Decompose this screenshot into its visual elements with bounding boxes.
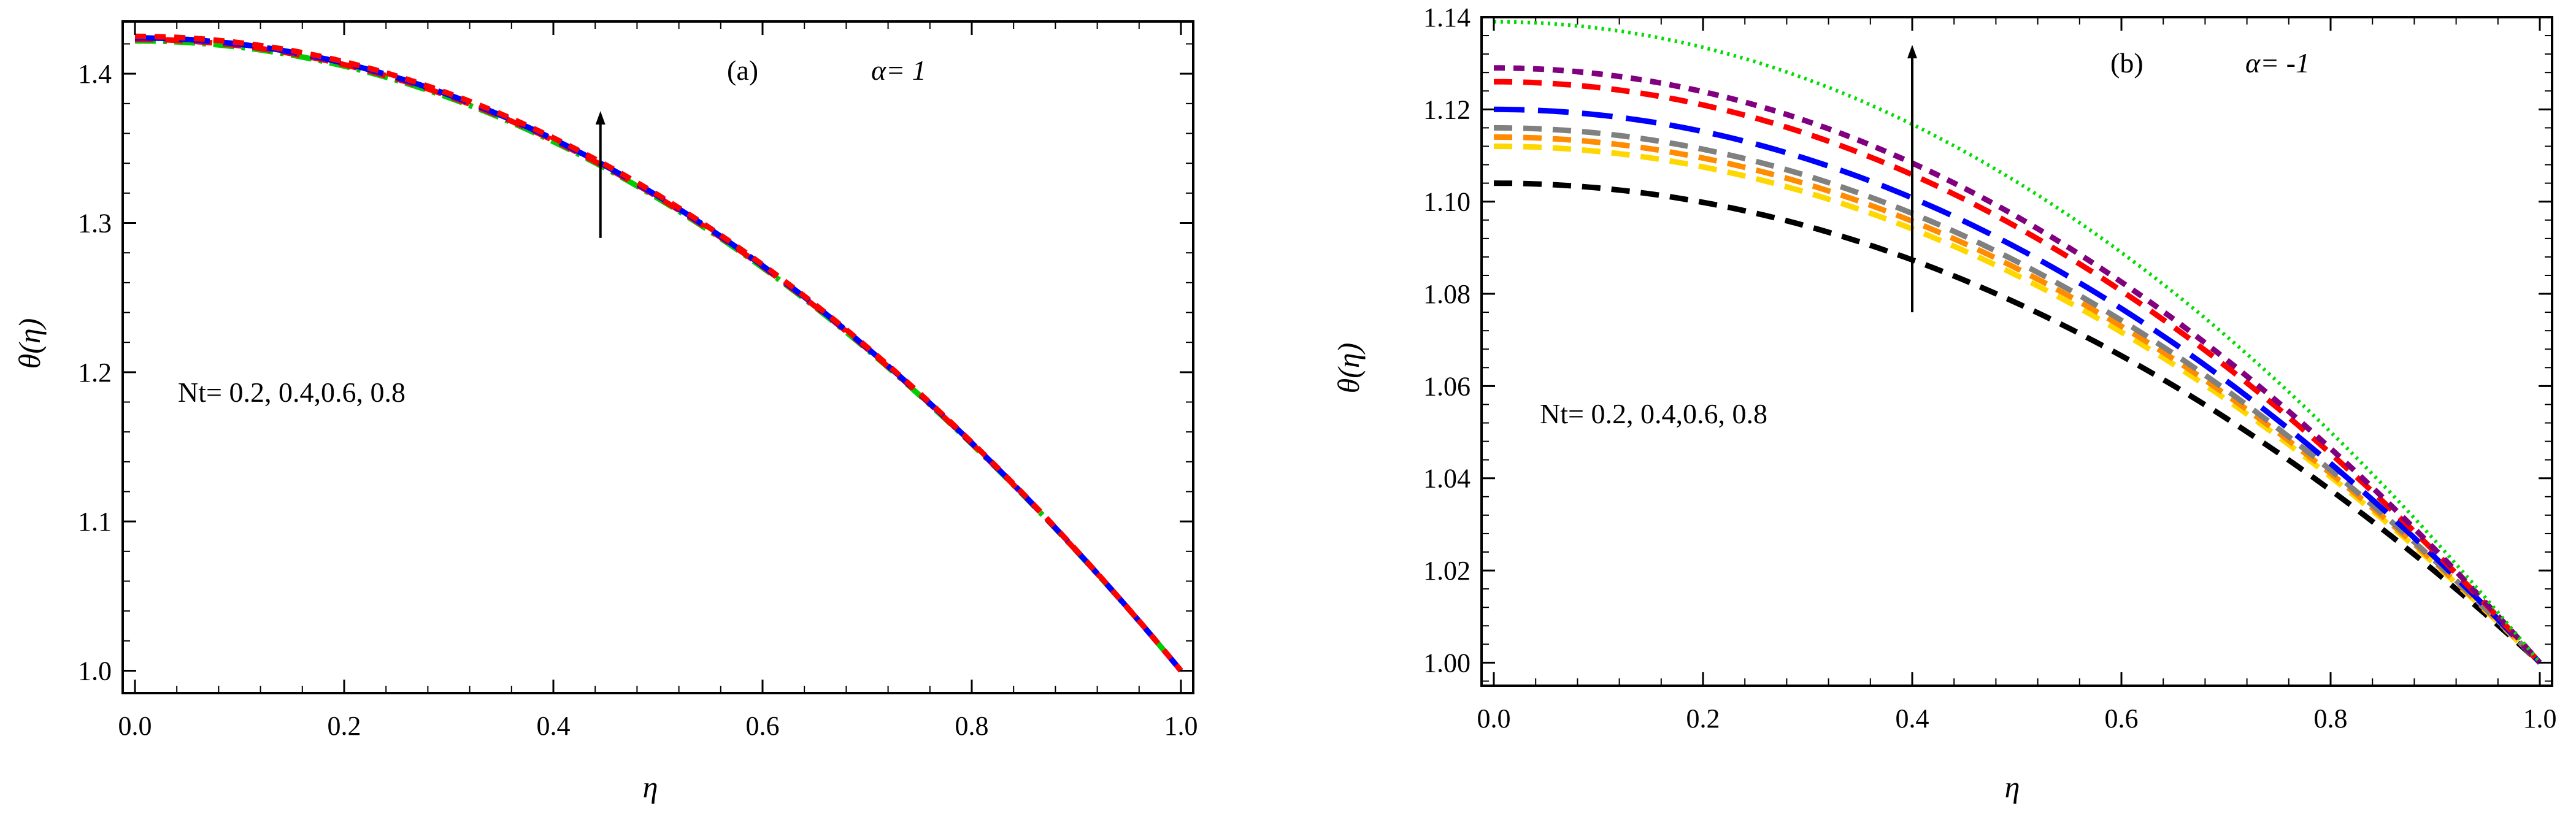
trend-arrow-b — [1907, 45, 1917, 313]
series-line — [134, 38, 1183, 673]
y-tick-label: 1.3 — [78, 209, 112, 239]
x-tick-label: 0.4 — [537, 711, 571, 741]
y-tick-label: 1.4 — [78, 59, 112, 89]
x-tick-label: 0.8 — [955, 711, 989, 741]
x-ticks-b: 0.0 0.2 0.4 0.6 0.8 1.0 — [1477, 17, 2557, 734]
nt-annotation-b: Nt= 0.2, 0.4,0.6, 0.8 — [1540, 398, 1767, 429]
y-ticks-b: 1.00 1.02 1.04 1.06 1.08 1.10 1.12 1.14 — [1423, 2, 2552, 678]
alpha-annotation-a: α= 1 — [871, 55, 926, 86]
x-tick-label: 0.2 — [328, 711, 361, 741]
series-line — [1493, 106, 2542, 665]
x-tick-label: 1.0 — [1164, 711, 1198, 741]
minor-ticks-a — [123, 21, 1193, 693]
y-tick-label: 1.0 — [78, 656, 112, 686]
y-tick-label: 1.08 — [1423, 279, 1471, 309]
x-tick-label: 0.2 — [1686, 704, 1720, 734]
y-tick-label: 1.14 — [1423, 2, 1471, 33]
nt-annotation-a: Nt= 0.2, 0.4,0.6, 0.8 — [178, 377, 406, 408]
y-tick-label: 1.12 — [1423, 94, 1471, 125]
series-group-a — [134, 33, 1183, 673]
plot-frame-b — [1480, 16, 2553, 687]
panel-b: 0.0 0.2 0.4 0.6 0.8 1.0 1.001.021.041.061.081… — [1331, 2, 2557, 804]
x-tick-label: 0.0 — [118, 711, 152, 741]
y-ticks-a: 1.0 1.1 1.2 1.3 1.4 — [78, 59, 1193, 686]
x-tick-label: 0.8 — [2314, 704, 2348, 734]
x-tick-label: 0.6 — [2105, 704, 2139, 734]
series-line — [1493, 20, 2542, 664]
plot-frame-a — [121, 20, 1194, 694]
series-line — [1493, 79, 2542, 665]
series-line — [1493, 180, 2542, 665]
series-line — [1493, 65, 2542, 665]
trend-arrow-a — [595, 111, 606, 238]
y-tick-label: 1.2 — [78, 358, 112, 388]
series-line — [1493, 125, 2542, 665]
y-tick-label: 1.10 — [1423, 187, 1471, 217]
x-axis-title-a: η — [643, 770, 658, 804]
series-group-b — [1493, 20, 2542, 665]
x-tick-label: 0.0 — [1477, 704, 1511, 734]
series-line — [1493, 134, 2542, 665]
arrow-head — [595, 111, 606, 125]
x-ticks-a: 0.0 0.2 0.4 0.6 0.8 1.0 — [118, 21, 1198, 741]
series-line — [134, 36, 1183, 673]
series-line — [135, 35, 1183, 673]
x-tick-label: 0.6 — [746, 711, 780, 741]
alpha-annotation-b: α= -1 — [2245, 47, 2310, 79]
minor-ticks-b — [1482, 17, 2552, 686]
y-tick-label: 1.02 — [1423, 556, 1471, 586]
y-axis-title-a: θ(η) — [12, 318, 47, 369]
y-tick-label: 1.04 — [1423, 464, 1471, 494]
panel-label-b: (b) — [2110, 47, 2143, 79]
series-line — [134, 33, 1183, 673]
y-axis-title-b: θ(η) — [1331, 343, 1366, 394]
y-tick-label: 1.1 — [78, 507, 112, 537]
y-tick-label: 1.06 — [1423, 371, 1471, 401]
panel-a: 0.0 0.2 0.4 0.6 0.8 1.0 1.0 1.1 1.2 1.3 1.4 (a) α… — [12, 20, 1198, 804]
x-tick-label: 1.0 — [2523, 704, 2557, 734]
series-line — [1494, 144, 2542, 665]
x-axis-title-b: η — [2005, 770, 2020, 804]
arrow-head — [1907, 45, 1917, 59]
panel-label-a: (a) — [727, 55, 758, 86]
x-tick-label: 0.4 — [1896, 704, 1929, 734]
y-tick-label: 1.00 — [1423, 648, 1471, 678]
